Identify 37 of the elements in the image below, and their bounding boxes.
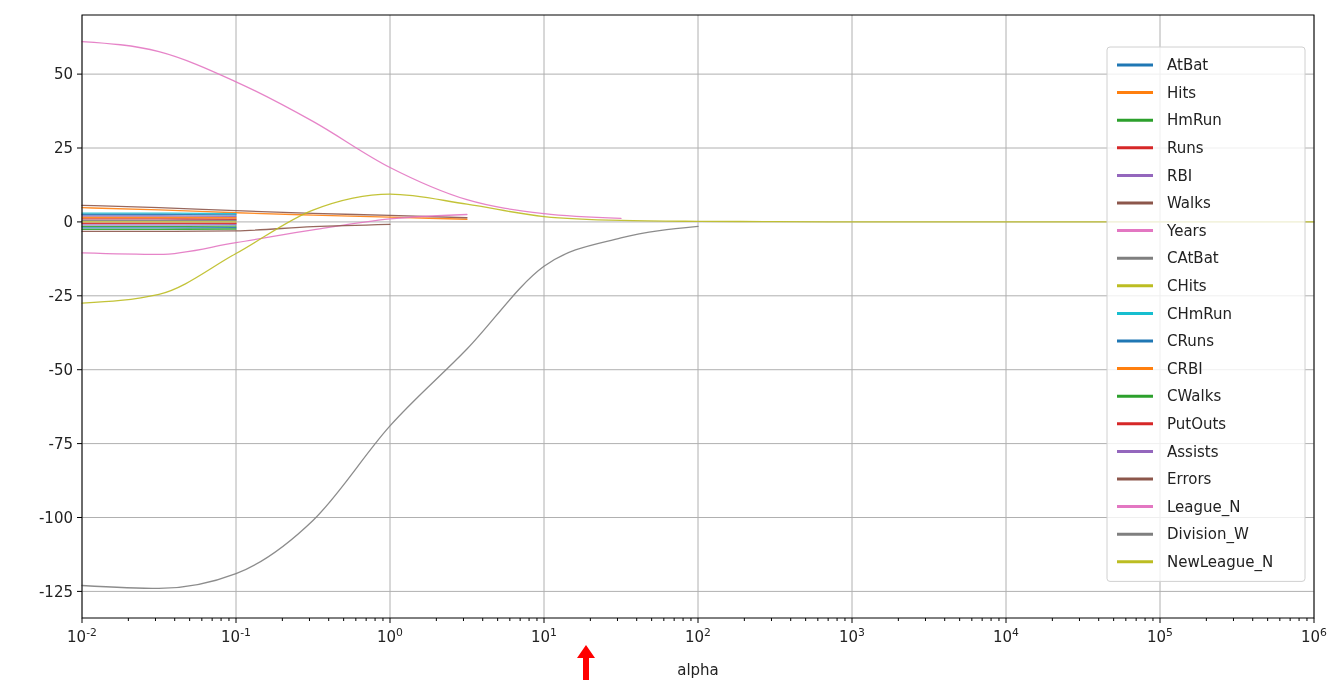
legend-label: CRBI [1167, 359, 1203, 378]
x-tick-label: 10$^{2}$ [685, 625, 711, 646]
legend-label: NewLeague_N [1167, 553, 1274, 573]
legend-label: CHits [1167, 277, 1207, 296]
x-tick-label: 10$^{0}$ [377, 625, 404, 646]
legend-label: CRuns [1167, 332, 1215, 351]
legend-label: PutOuts [1167, 415, 1227, 434]
legend-label: Runs [1167, 139, 1204, 158]
x-tick-label: 10$^{4}$ [993, 625, 1020, 646]
legend-label: Division_W [1167, 525, 1249, 545]
x-tick-label: 10$^{1}$ [531, 625, 557, 646]
legend-label: HmRun [1167, 111, 1222, 130]
y-tick-label: 0 [63, 213, 73, 232]
legend-label: CWalks [1167, 387, 1222, 406]
legend-label: Hits [1167, 83, 1197, 102]
legend-label: Assists [1167, 442, 1219, 461]
y-tick-label: 50 [53, 65, 73, 84]
y-tick-label: -125 [38, 582, 73, 601]
legend-label: RBI [1167, 166, 1193, 185]
x-tick-label: 10$^{5}$ [1147, 625, 1173, 646]
legend-label: CAtBat [1167, 249, 1219, 268]
x-tick-label: 10$^{6}$ [1301, 625, 1328, 646]
x-tick-label: 10$^{-1}$ [221, 625, 251, 646]
legend-label: League_N [1167, 497, 1241, 517]
legend-label: AtBat [1167, 56, 1209, 75]
x-tick-label: 10$^{-2}$ [67, 625, 97, 646]
y-tick-label: -50 [48, 360, 73, 379]
y-tick-label: -100 [38, 508, 73, 527]
x-axis-title: alpha [677, 661, 719, 679]
y-tick-label: 25 [53, 139, 73, 158]
y-tick-label: -75 [48, 434, 73, 453]
x-tick-label: 10$^{3}$ [839, 625, 865, 646]
legend-label: Errors [1167, 470, 1212, 489]
legend-label: CHmRun [1167, 304, 1233, 323]
legend-label: Years [1166, 221, 1207, 240]
legend-label: Walks [1167, 194, 1211, 213]
y-tick-label: -25 [48, 287, 73, 306]
